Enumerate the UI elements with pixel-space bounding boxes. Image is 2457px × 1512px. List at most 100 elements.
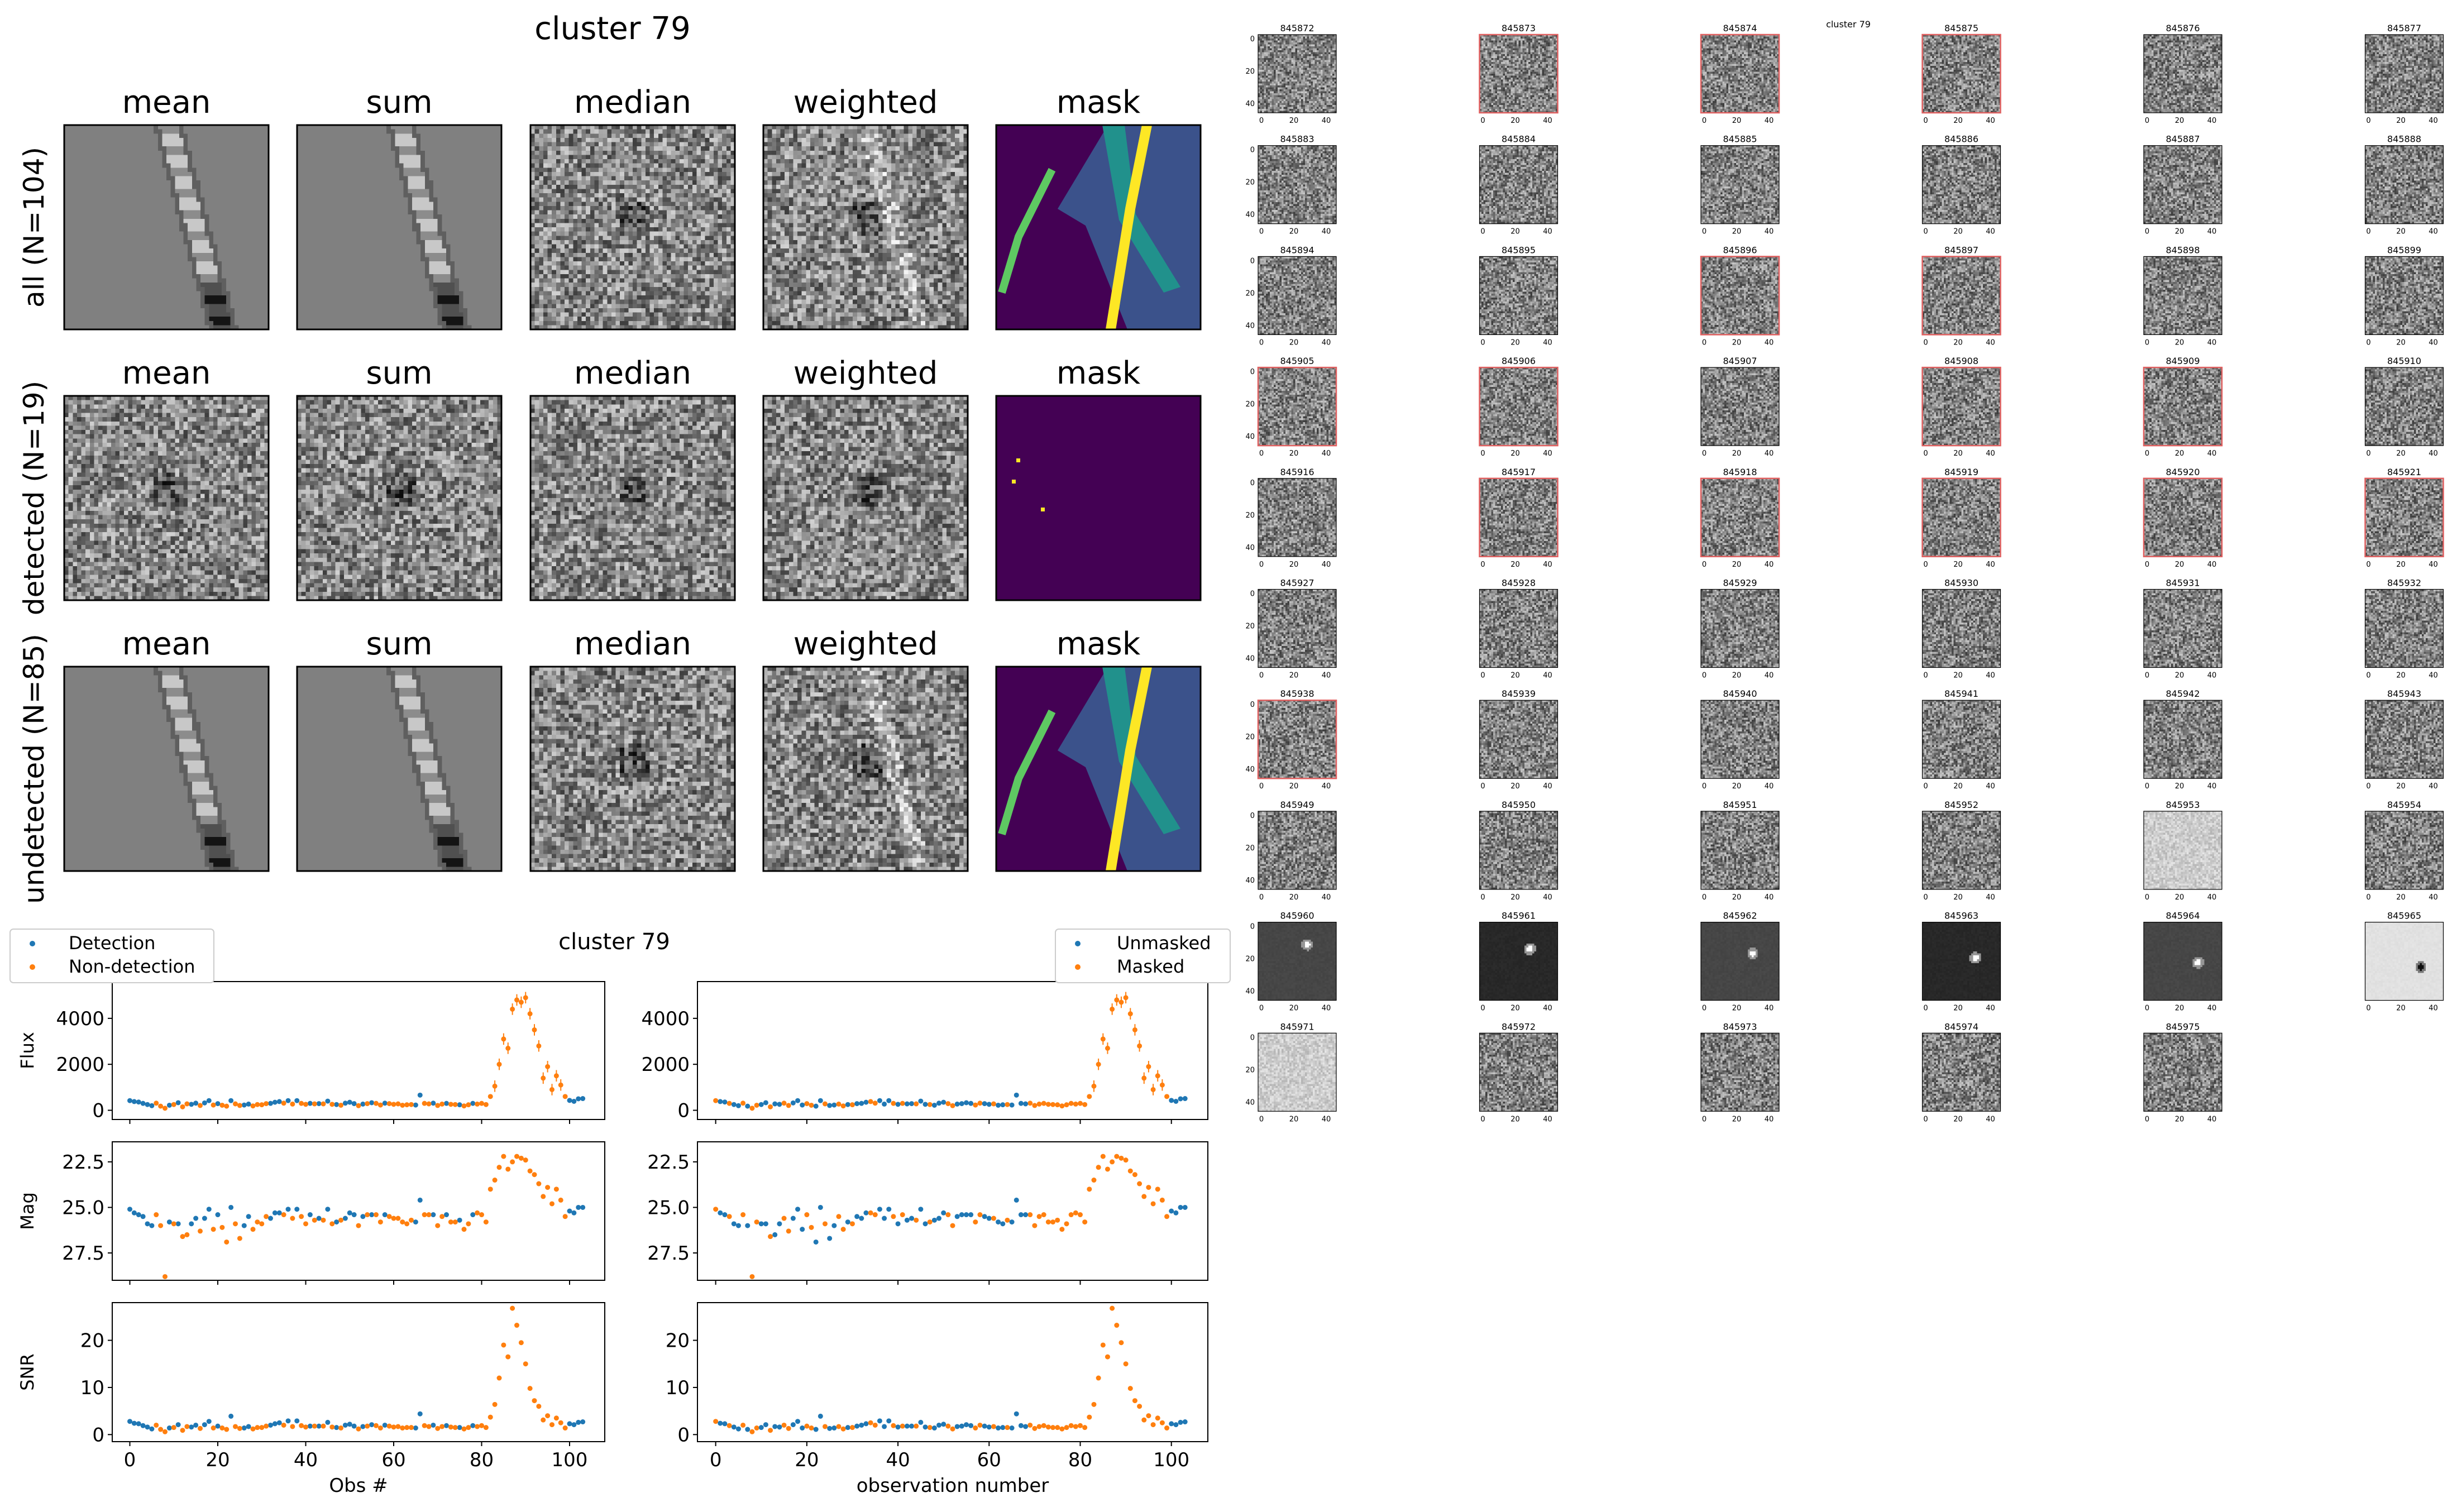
- cutout-x-tick: 40: [1543, 1115, 1552, 1123]
- cutout-x-tick: 0: [1480, 893, 1485, 902]
- non-detection-point: [219, 1425, 225, 1431]
- cutout-id: 845940: [1723, 688, 1757, 699]
- cutout-x-tick: 20: [1732, 561, 1742, 569]
- non-detection-point: [823, 1101, 828, 1107]
- detection-point: [1014, 1092, 1019, 1098]
- non-detection-point: [1087, 1186, 1092, 1192]
- detection-point: [246, 1101, 251, 1107]
- legend-label: Detection: [69, 932, 155, 954]
- cutout-id: 845921: [2387, 467, 2421, 477]
- non-detection-point: [233, 1424, 238, 1429]
- cutout-id: 845964: [2166, 911, 2200, 921]
- detection-point: [175, 1422, 181, 1428]
- detection-point: [1169, 1098, 1174, 1103]
- detection-point: [382, 1422, 388, 1428]
- non-detection-point: [233, 1221, 238, 1227]
- cutout-x-tick: 20: [1953, 449, 1963, 458]
- cutout-frame: [1921, 588, 2001, 668]
- cutout-y-tick: 40: [1245, 211, 1255, 219]
- non-detection-point: [1073, 1101, 1078, 1107]
- cutout-x-tick: 20: [1289, 1004, 1299, 1013]
- cutout-y-tick: 0: [1250, 368, 1255, 376]
- cutout-x-tick: 0: [1259, 338, 1264, 347]
- stack-image-frame: [529, 666, 736, 872]
- cutout-image: [1701, 478, 1779, 557]
- detection-point: [945, 1423, 951, 1429]
- mean-stack-image: [64, 667, 269, 871]
- cutout-x-tick: 40: [1543, 117, 1552, 125]
- y-tick-label: 2000: [56, 1054, 104, 1076]
- y-tick-label: 22.5: [647, 1151, 690, 1174]
- cutout-id: 845974: [1944, 1021, 1978, 1032]
- lightcurve-title: cluster 79: [558, 929, 670, 955]
- stack-column-label: median: [574, 355, 691, 391]
- non-detection-point: [439, 1101, 445, 1107]
- non-detection-point: [479, 1423, 484, 1428]
- cutout-frame: [1921, 1032, 2001, 1112]
- detection-point: [726, 1100, 732, 1106]
- cutout-id: 845896: [1723, 245, 1757, 255]
- stack-image-frame: [296, 666, 503, 872]
- non-detection-point: [1127, 1386, 1133, 1391]
- non-detection-point: [1091, 1178, 1097, 1183]
- cutout-image: [1258, 922, 1336, 1001]
- cutout-id: 845908: [1944, 356, 1978, 366]
- non-detection-point: [1141, 1194, 1147, 1199]
- legend-marker: [1075, 964, 1081, 970]
- cutout-x-tick: 20: [1732, 117, 1742, 125]
- detection-point: [228, 1204, 234, 1210]
- non-detection-point: [510, 1006, 515, 1012]
- non-detection-point: [400, 1102, 405, 1108]
- cutout-id: 845971: [1280, 1021, 1314, 1032]
- cutout-id: 845872: [1280, 23, 1314, 34]
- non-detection-point: [1023, 1212, 1029, 1218]
- cutout-x-tick: 40: [1765, 672, 1774, 680]
- y-tick-label: 27.5: [647, 1242, 690, 1265]
- cutout-frame: [2364, 811, 2444, 890]
- cutout-y-tick: 0: [1250, 923, 1255, 931]
- non-detection-point: [959, 1101, 964, 1107]
- non-detection-point: [523, 1361, 528, 1367]
- cutout-image: [1479, 811, 1558, 889]
- non-detection-point: [1078, 1100, 1083, 1106]
- mask-region: [1102, 667, 1180, 834]
- cutout-image: [2365, 811, 2444, 889]
- non-detection-point: [991, 1216, 996, 1221]
- cutout-x-tick: 20: [1732, 893, 1742, 902]
- y-tick-label: 10: [80, 1377, 104, 1399]
- cutout-x-tick: 40: [1765, 449, 1774, 458]
- legend-box: [1055, 929, 1231, 983]
- detection-point: [369, 1212, 375, 1218]
- non-detection-point: [1155, 1073, 1160, 1079]
- cutout-image: [1922, 256, 2001, 335]
- cutout-frame: [1479, 811, 1559, 890]
- non-detection-point: [158, 1103, 164, 1109]
- detection-point: [877, 1418, 882, 1424]
- non-detection-point: [219, 1102, 225, 1108]
- non-detection-point: [786, 1103, 791, 1108]
- non-detection-point: [435, 1223, 441, 1228]
- non-detection-point: [1082, 1219, 1088, 1225]
- detection-point: [417, 1092, 423, 1098]
- cutout-frame-highlighted: [1257, 366, 1337, 447]
- y-tick-label: 0: [677, 1100, 690, 1122]
- y-tick-label: 22.5: [62, 1151, 104, 1174]
- detection-point: [754, 1219, 759, 1225]
- non-detection-point: [250, 1103, 256, 1109]
- cutout-y-tick: 40: [1245, 877, 1255, 885]
- detection-point: [731, 1102, 737, 1107]
- cutout-id: 845884: [1502, 134, 1536, 145]
- non-detection-point: [184, 1101, 190, 1107]
- detection-point: [580, 1204, 586, 1210]
- detection-point: [941, 1210, 947, 1216]
- cutout-x-tick: 0: [1702, 561, 1706, 569]
- non-detection-point: [158, 1223, 164, 1228]
- detection-point: [342, 1216, 348, 1221]
- cutout-x-tick: 0: [1259, 117, 1264, 125]
- detection-point: [334, 1219, 340, 1225]
- detection-point: [166, 1425, 172, 1431]
- cutout-x-tick: 20: [1510, 782, 1520, 791]
- cutout-frame: [2364, 700, 2444, 779]
- non-detection-point: [541, 1075, 546, 1081]
- cutout-image: [1258, 478, 1336, 557]
